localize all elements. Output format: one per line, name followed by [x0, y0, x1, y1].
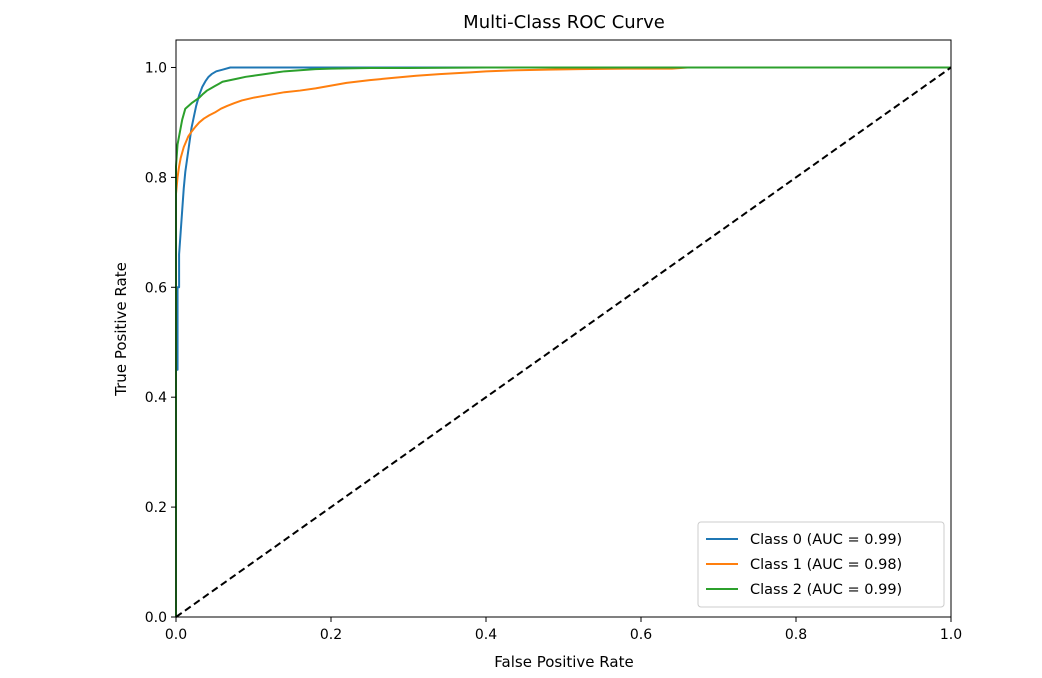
- axis-ticks: 0.0 0.2 0.4 0.6 0.8 1.0 0.0 0.2 0.4 0.6 0.8 1.0: [145, 60, 962, 643]
- y-tick-label: 0.2: [145, 500, 167, 516]
- chart-title: Multi-Class ROC Curve: [463, 12, 665, 33]
- x-tick-label: 0.6: [630, 627, 652, 643]
- plot-area: [175, 39, 952, 618]
- series-line-0: [175, 66, 951, 617]
- legend-entry: Class 2 (AUC = 0.99): [750, 582, 902, 598]
- plot-frame: [175, 39, 952, 618]
- legend-box: [697, 521, 945, 608]
- legend-entry: Class 1 (AUC = 0.98): [750, 557, 902, 573]
- y-tick-label: 0.0: [145, 610, 167, 626]
- x-tick-label: 0.2: [320, 627, 342, 643]
- y-tick-label: 0.4: [145, 390, 167, 406]
- y-tick-label: 0.8: [145, 170, 167, 186]
- y-tick-label: 0.6: [145, 280, 167, 296]
- y-tick-label: 1.0: [145, 60, 167, 76]
- chance-diagonal-line: [175, 66, 952, 618]
- y-axis-label: True Positive Rate: [112, 262, 130, 397]
- legend-entry: Class 0 (AUC = 0.99): [750, 532, 902, 548]
- series-line-2: [175, 66, 951, 617]
- x-tick-label: 0.8: [785, 627, 807, 643]
- x-tick-label: 0.4: [475, 627, 497, 643]
- series-line-1: [175, 66, 951, 617]
- x-axis-label: False Positive Rate: [494, 653, 633, 671]
- legend: Class 0 (AUC = 0.99) Class 1 (AUC = 0.98)…: [697, 521, 945, 608]
- x-tick-label: 0.0: [165, 627, 187, 643]
- x-tick-label: 1.0: [940, 627, 962, 643]
